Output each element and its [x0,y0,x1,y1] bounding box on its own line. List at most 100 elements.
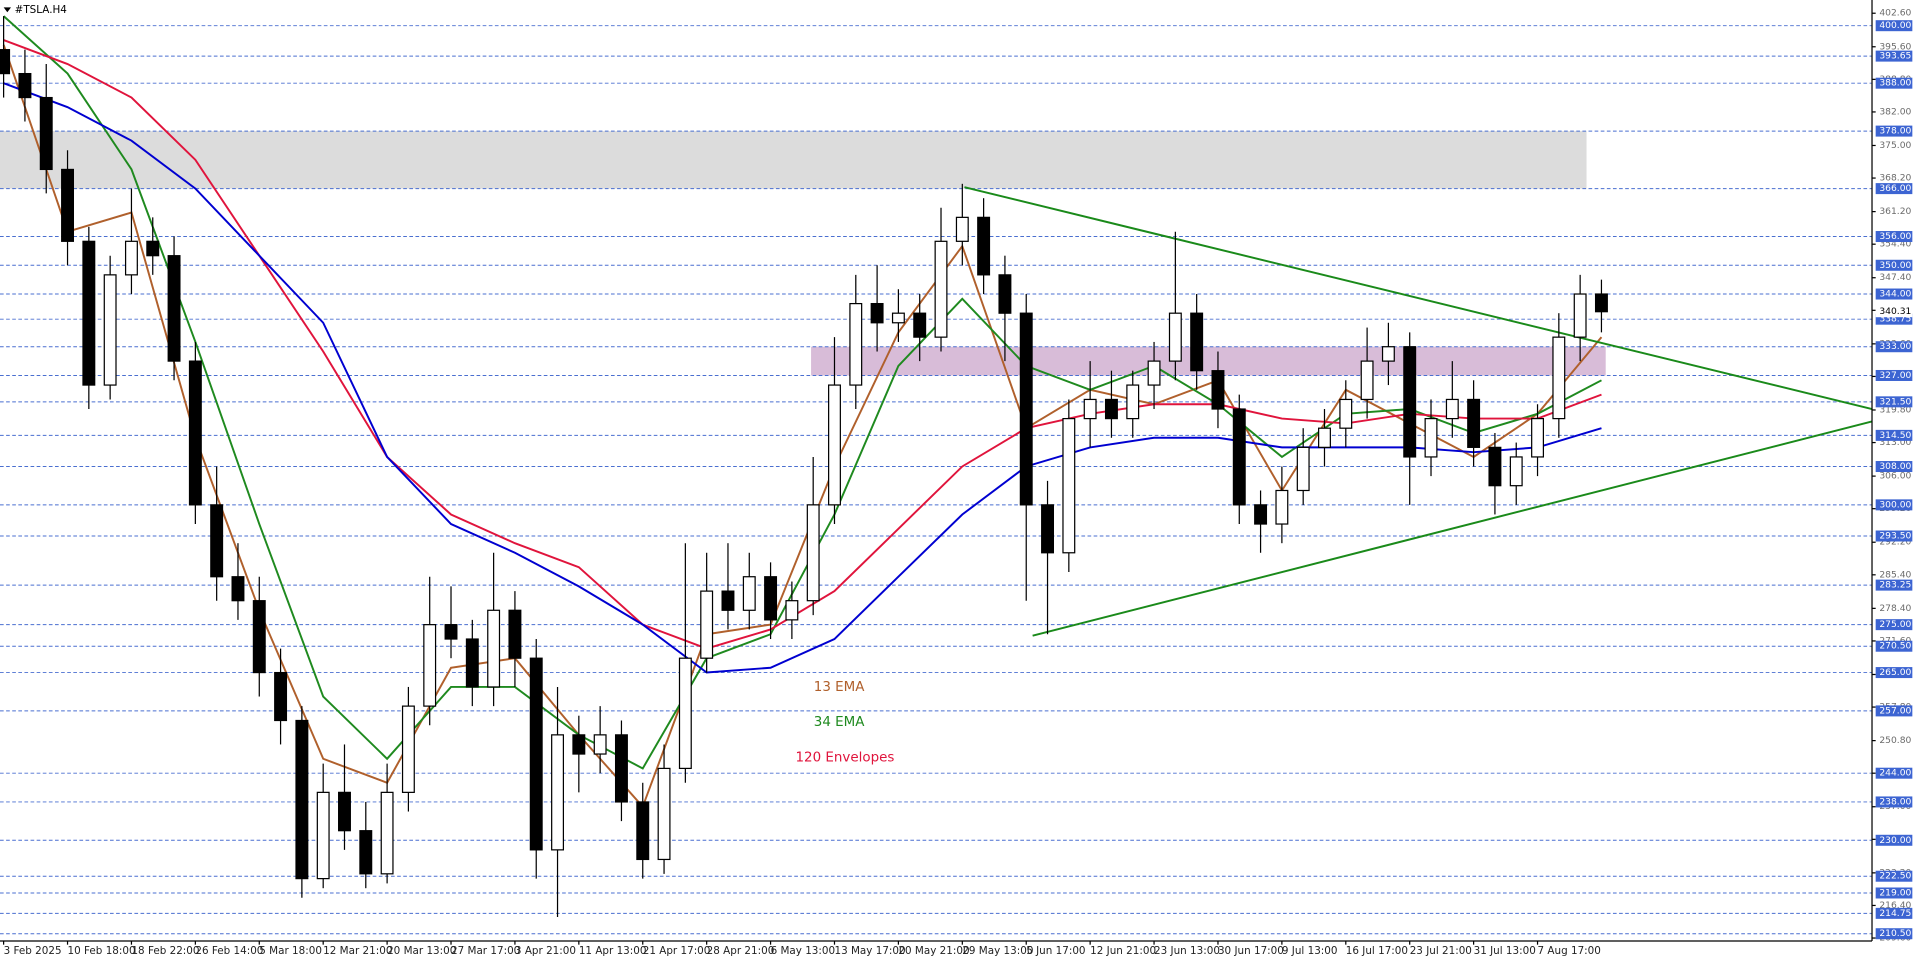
candle-body [636,801,650,861]
x-tick-label: 9 Jul 13:00 [1282,945,1338,957]
y-tick-label: 368.20 [1879,173,1911,184]
candle-body [1381,346,1395,362]
candle-body [998,274,1012,314]
x-tick-label: 7 Aug 17:00 [1538,945,1601,957]
y-tick-label: 319.80 [1879,404,1911,415]
zone [0,131,1587,189]
candle-body [614,734,628,803]
candle-body [891,312,905,324]
candle-body [977,216,991,276]
candle-body [295,719,309,880]
candle-body [742,576,756,611]
indicator-line [3,82,1602,674]
candle-body [316,791,330,880]
level-label-bg [1875,640,1913,652]
candle-body [1552,336,1566,420]
x-tick-label: 28 Apr 21:00 [707,945,775,957]
level-label: 275.00 [1879,619,1911,630]
level-label: 257.00 [1879,705,1911,716]
level-label-bg [1875,313,1913,325]
candle-body [18,72,32,99]
candles [0,16,1608,917]
level-label-bg [1875,288,1913,300]
indicator-line [3,15,1602,770]
candle-body [913,312,927,338]
candle-body [103,274,117,386]
candle-body [529,657,543,851]
candle-body [1296,446,1310,492]
candle-body [593,734,607,755]
menu-arrow[interactable] [3,7,11,13]
candle-body [423,624,437,707]
trendline [964,186,1873,410]
level-label-bg [1875,50,1913,62]
level-label-bg [1875,870,1913,882]
candle-body [1275,489,1289,525]
x-tick-label: 5 Mar 18:00 [259,945,322,957]
candle-body [82,240,96,386]
x-tick-label: 10 Feb 18:00 [68,945,136,957]
level-label: 393.65 [1879,51,1911,62]
last-price-bg [1875,306,1913,318]
candle-body [1190,312,1204,372]
level-label-bg [1875,928,1913,940]
level-label-bg [1875,259,1913,271]
candle-body [0,49,11,75]
candle-body [721,590,735,611]
level-label: 270.50 [1879,641,1911,652]
level-label: 300.00 [1879,499,1911,510]
candle-body [1360,360,1374,401]
level-label: 238.00 [1879,796,1911,807]
x-tick-label: 26 Feb 14:00 [195,945,263,957]
zone [811,346,1606,376]
level-label: 356.00 [1879,231,1911,242]
candle-body [1531,417,1545,458]
y-tick-label: 354.40 [1879,239,1911,250]
candle-body [1211,370,1225,410]
level-label-bg [1875,396,1913,408]
y-tick-label: 375.00 [1879,140,1911,151]
x-tick-label: 29 May 13:00 [962,945,1033,957]
candle-body [1594,293,1608,313]
level-label: 214.75 [1879,908,1911,919]
candle-body [828,384,841,506]
indicator-line [2,44,1603,809]
level-label: 388.00 [1879,78,1911,89]
x-tick-label: 20 May 21:00 [898,945,969,957]
candle-body [1019,312,1033,506]
level-label-bg [1875,341,1913,353]
candle-body [870,302,884,324]
candle-body [188,360,202,506]
candle-body [785,600,799,621]
candle-body [806,504,820,602]
level-label: 350.00 [1879,260,1911,271]
candle-body [1168,312,1182,362]
candle-body [444,624,458,640]
indicator-label: 13 EMA [814,680,865,695]
y-tick-label: 313.00 [1879,437,1911,448]
level-label-bg [1875,667,1913,679]
candle-body [700,590,714,659]
y-tick-label: 402.60 [1879,8,1911,19]
level-label-bg [1875,834,1913,846]
x-tick-label: 23 Jul 21:00 [1410,945,1472,957]
candle-body [657,767,671,861]
candle-body [551,734,565,851]
candle-body [1041,504,1055,554]
symbol-title: #TSLA.H4 [15,4,68,16]
trendline [1032,420,1873,637]
level-label: 378.00 [1879,126,1911,137]
candle-body [1488,446,1502,487]
x-tick-label: 18 Feb 22:00 [131,945,199,957]
indicator-label: 34 EMA [814,715,865,730]
x-tick-label: 3 Feb 2025 [4,945,62,957]
candle-body [1126,384,1140,420]
axes: 402.60395.60388.80382.00375.00368.20361.… [3,8,1913,957]
candle-body [1467,398,1481,448]
candle-body [1147,360,1161,386]
level-label-bg [1875,705,1913,717]
zones [0,131,1606,376]
last-price-label: 340.31 [1879,306,1911,317]
candle-body [167,255,181,362]
